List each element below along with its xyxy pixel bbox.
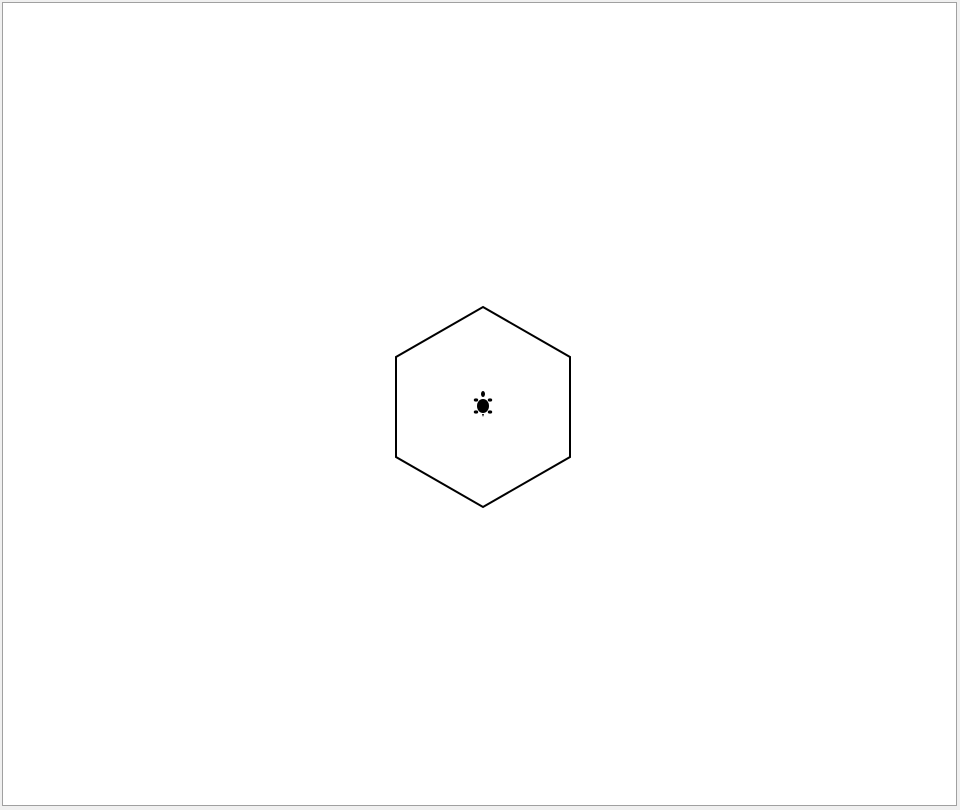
- turtle-icon: [473, 391, 493, 417]
- hexagon-shape: [395, 305, 571, 509]
